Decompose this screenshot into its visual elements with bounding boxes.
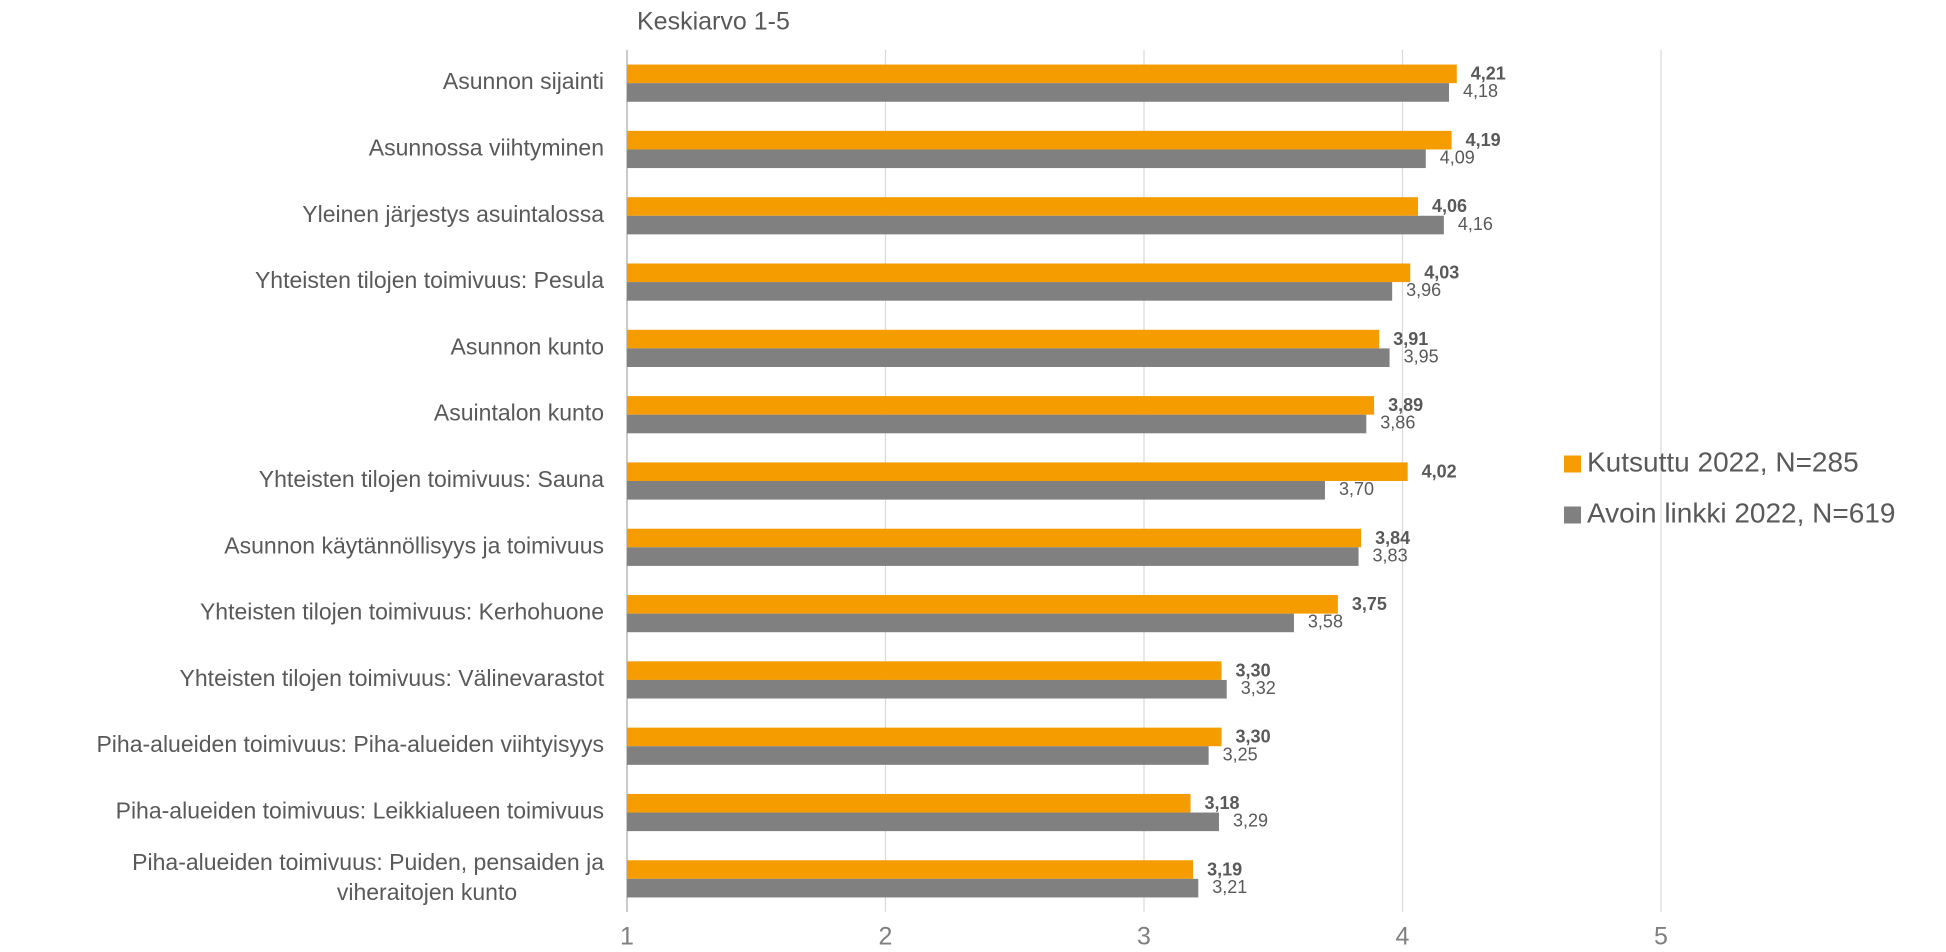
value-label: 3,86 — [1380, 413, 1415, 433]
bar — [627, 215, 1444, 235]
value-label: 3,96 — [1406, 280, 1441, 300]
category-label: Asunnon kunto — [451, 333, 604, 359]
value-label: 4,03 — [1424, 263, 1459, 283]
x-tick-label: 3 — [1137, 923, 1151, 951]
category-label: Yleinen järjestys asuintalossa — [302, 201, 604, 227]
bar — [627, 396, 1375, 415]
bar — [627, 130, 1452, 150]
category-label: Yhteisten tilojen toimivuus: Sauna — [259, 466, 604, 492]
bar — [627, 746, 1209, 765]
value-label: 4,06 — [1432, 196, 1467, 216]
x-tick-label: 1 — [620, 923, 634, 951]
category-label: Piha-alueiden toimivuus: Leikkialueen to… — [116, 798, 604, 824]
bar — [627, 661, 1222, 680]
bar — [627, 329, 1380, 349]
value-label: 3,30 — [1236, 727, 1271, 747]
value-label: 3,29 — [1233, 811, 1268, 831]
value-label: 4,19 — [1466, 130, 1501, 150]
value-label: 3,21 — [1212, 877, 1247, 897]
bar — [627, 727, 1222, 747]
legend-label: Kutsuttu 2022, N=285 — [1587, 446, 1859, 477]
value-label: 3,25 — [1223, 744, 1258, 764]
bar — [627, 462, 1408, 481]
bar — [627, 282, 1393, 301]
bar — [627, 793, 1191, 813]
value-label: 3,19 — [1207, 859, 1242, 879]
value-label: 3,18 — [1205, 793, 1240, 813]
value-label: 4,16 — [1458, 214, 1493, 234]
category-label: Asunnossa viihtyminen — [369, 135, 604, 161]
category-label: Piha-alueiden toimivuus: Piha-alueiden v… — [96, 731, 604, 757]
category-label: Yhteisten tilojen toimivuus: Kerhohuone — [200, 599, 604, 625]
category-label: Yhteisten tilojen toimivuus: Välinevaras… — [180, 665, 605, 691]
category-label: Asuintalon kunto — [434, 400, 604, 426]
bar — [627, 263, 1411, 283]
value-label: 4,09 — [1440, 148, 1475, 168]
legend-swatch — [1564, 506, 1581, 524]
chart-title: Keskiarvo 1-5 — [637, 8, 790, 36]
value-label: 4,21 — [1471, 64, 1506, 84]
bar — [627, 812, 1219, 832]
value-label: 3,83 — [1373, 545, 1408, 565]
category-label: Asunnon sijainti — [443, 68, 604, 94]
value-label: 4,18 — [1463, 81, 1498, 101]
value-label: 3,58 — [1308, 612, 1343, 632]
category-label: Yhteisten tilojen toimivuus: Pesula — [255, 267, 604, 293]
bar — [627, 481, 1325, 500]
bar — [627, 149, 1426, 169]
value-label: 4,02 — [1422, 461, 1457, 481]
bar — [627, 83, 1450, 102]
value-label: 3,95 — [1404, 346, 1439, 366]
bar — [627, 860, 1194, 879]
value-label: 3,30 — [1236, 660, 1271, 680]
bar — [627, 197, 1419, 216]
bar — [627, 878, 1199, 898]
bar — [627, 348, 1390, 367]
value-label: 3,75 — [1352, 594, 1387, 614]
bar — [627, 547, 1359, 566]
category-label: Asunnon käytännöllisyys ja toimivuus — [224, 532, 604, 558]
value-label: 3,91 — [1393, 329, 1428, 349]
x-tick-label: 5 — [1654, 923, 1668, 951]
value-label: 3,70 — [1339, 479, 1374, 499]
value-label: 3,32 — [1241, 678, 1276, 698]
bar — [627, 679, 1227, 699]
legend-swatch — [1564, 455, 1581, 473]
x-tick-label: 2 — [879, 923, 893, 951]
bar — [627, 64, 1457, 84]
x-tick-label: 4 — [1396, 923, 1410, 951]
bar — [627, 528, 1362, 548]
bar — [627, 613, 1294, 633]
value-label: 3,89 — [1388, 395, 1423, 415]
legend-label: Avoin linkki 2022, N=619 — [1587, 497, 1895, 528]
category-label: Piha-alueiden toimivuus: Puiden, pensaid… — [132, 849, 604, 905]
value-label: 3,84 — [1375, 528, 1410, 548]
bar — [627, 414, 1367, 434]
bar — [627, 595, 1338, 614]
